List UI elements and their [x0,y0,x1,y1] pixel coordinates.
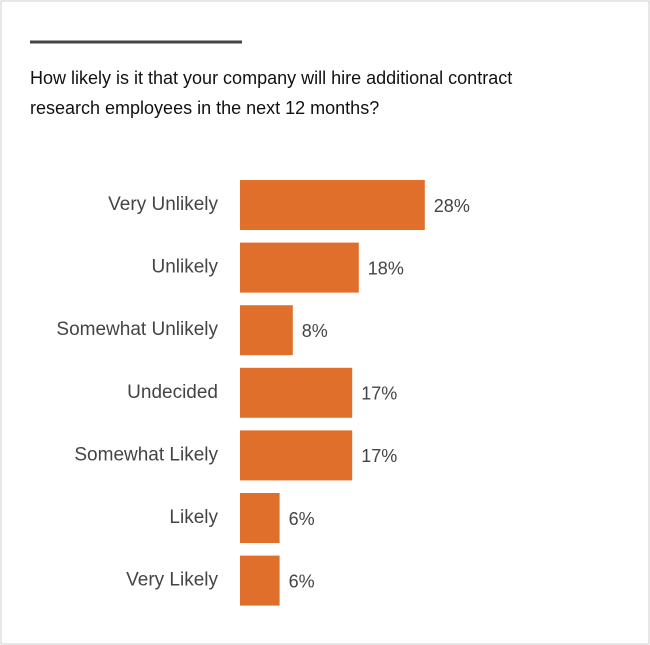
bar [240,430,353,481]
value-label: 6% [289,509,315,529]
category-label: Unlikely [151,257,218,278]
bar [240,242,359,293]
category-label: Somewhat Likely [74,444,218,465]
category-label: Somewhat Unlikely [56,319,218,340]
chart-title: research employees in the next 12 months… [30,98,379,118]
category-label: Very Likely [126,570,218,591]
value-label: 17% [361,446,397,466]
bar [240,367,353,418]
value-label: 18% [368,258,404,278]
bar [240,180,425,230]
value-label: 17% [361,384,397,404]
chart-title: How likely is it that your company will … [30,68,512,88]
value-label: 28% [434,196,470,216]
category-label: Likely [169,507,218,528]
bar [240,305,293,356]
bar [240,493,280,543]
bar [240,555,280,606]
value-label: 8% [302,321,328,341]
value-label: 6% [289,571,315,591]
category-label: Undecided [127,382,218,403]
category-label: Very Unlikely [108,194,218,215]
